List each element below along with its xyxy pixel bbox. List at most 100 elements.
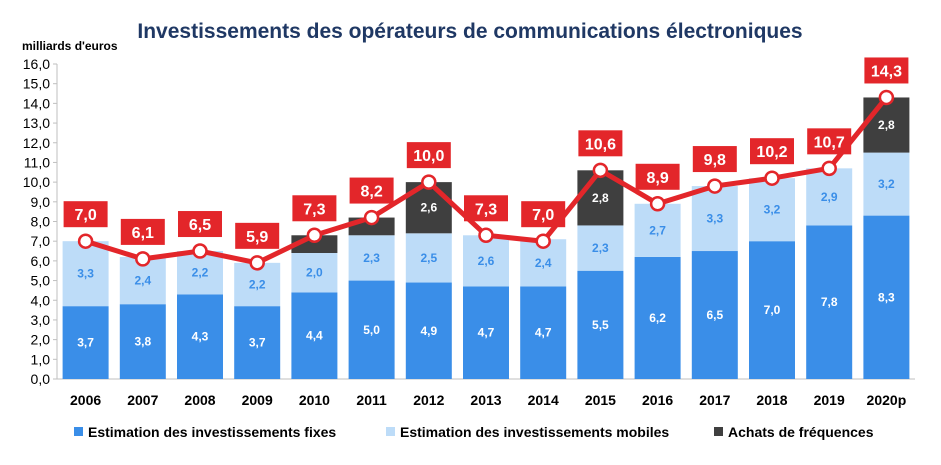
total-point [764,170,780,186]
legend-label: Estimation des investissements fixes [88,424,336,440]
total-point [363,209,380,226]
bar-data-label: 2,4 [535,256,552,270]
y-tick-label: 3,0 [31,312,51,328]
legend-swatch [386,427,395,436]
y-tick-label: 11,0 [24,154,50,170]
bar-data-label: 3,3 [706,212,723,226]
bar-segment-mobiles [463,235,509,287]
y-tick-label: 5,0 [31,273,51,289]
y-tick-label: 0,0 [31,371,51,387]
bar-data-label: 2,9 [821,190,838,204]
bar-segment-fixes [119,304,166,379]
x-tick-label: 2016 [642,392,673,408]
bar-segment-fixes [463,286,509,379]
bar-data-label: 2,6 [420,201,437,215]
bar-segment-mobiles [634,203,681,257]
bar-data-label: 2,2 [192,266,209,280]
bar-segment-fixes [177,294,223,379]
bar-data-label: 4,4 [306,329,323,343]
total-label: 8,2 [360,184,382,201]
bar-data-label: 2,7 [649,223,666,237]
total-point [707,178,723,194]
total-label-box [178,211,222,238]
bar-data-label: 4,3 [192,330,209,344]
total-label: 7,3 [303,201,325,218]
total-label: 6,5 [189,217,211,234]
bar-segment-mobiles [348,235,395,281]
total-label-box [521,201,566,228]
total-label: 6,1 [132,225,154,242]
y-axis-label: milliards d'euros [22,39,118,53]
bar-segment-fixes [691,251,738,379]
bar-segment-mobiles [806,168,853,226]
total-point [77,233,94,249]
x-tick-label: 2017 [699,392,730,408]
total-label-box [464,195,508,222]
bar-segment-fixes [291,292,338,379]
total-label: 10,6 [585,136,616,153]
bar-data-label: 2,6 [478,254,495,268]
total-label-box [349,177,394,204]
x-tick-label: 2007 [127,392,158,408]
bar-segment-mobiles [691,186,738,252]
x-tick-label: 2010 [299,392,330,408]
total-label: 10,2 [756,144,787,161]
y-tick-label: 13,0 [23,115,50,131]
x-tick-label: 2020p [867,392,907,408]
bar-data-label: 7,8 [821,295,838,309]
total-point [649,196,666,212]
bar-data-label: 3,8 [134,335,151,349]
x-tick-label: 2006 [70,392,101,408]
legend-label: Achats de fréquences [728,424,874,440]
bar-data-label: 2,8 [878,118,895,132]
bar-data-label: 2,2 [249,278,266,292]
bar-segment-fixes [806,225,853,379]
total-label-box [692,146,737,173]
total-label-box [578,130,623,157]
bar-segment-mobiles [405,233,452,283]
bar-data-label: 5,5 [592,318,609,332]
bar-segment-fixes [577,270,624,379]
legend-swatch [74,427,83,436]
x-tick-label: 2019 [814,392,845,408]
bar-segment-fixes [863,215,910,379]
bar-data-label: 2,0 [306,266,323,280]
total-point [306,227,323,244]
bar-segment-mobiles [62,241,109,307]
y-tick-label: 7,0 [31,233,51,249]
bar-segment-fixes [62,306,109,379]
x-tick-label: 2015 [585,392,616,408]
total-point [535,233,551,249]
bar-data-label: 8,3 [878,290,895,304]
x-tick-label: 2013 [470,392,501,408]
bar-data-label: 3,7 [77,336,94,350]
total-label-box [63,201,108,228]
total-label: 10,0 [413,148,444,165]
bar-data-label: 3,3 [77,267,94,281]
legend-swatch [714,427,723,436]
bar-segment-mobiles [577,225,624,271]
bar-data-label: 4,9 [420,324,437,338]
total-label-box [807,128,852,155]
bar-segment-fixes [405,282,452,379]
bar-data-label: 3,7 [249,336,266,350]
total-label: 7,0 [532,207,554,224]
y-tick-label: 2,0 [31,332,51,348]
total-point [192,243,208,259]
bar-data-label: 3,2 [878,177,895,191]
total-label-box [750,138,794,165]
bar-segment-frequences [863,97,910,153]
bar-data-label: 2,4 [134,274,151,288]
bar-segment-mobiles [291,253,338,293]
total-point [249,255,265,271]
y-tick-label: 12,0 [23,135,50,151]
bar-segment-fixes [749,241,795,379]
total-label-box [864,57,909,84]
bar-data-label: 2,8 [592,191,609,205]
bar-data-label: 2,3 [363,251,380,265]
total-label: 10,7 [814,134,845,151]
bar-data-label: 5,0 [363,323,380,337]
chart-title: Investissements des opérateurs de commun… [137,20,802,43]
total-label-box [635,163,680,190]
